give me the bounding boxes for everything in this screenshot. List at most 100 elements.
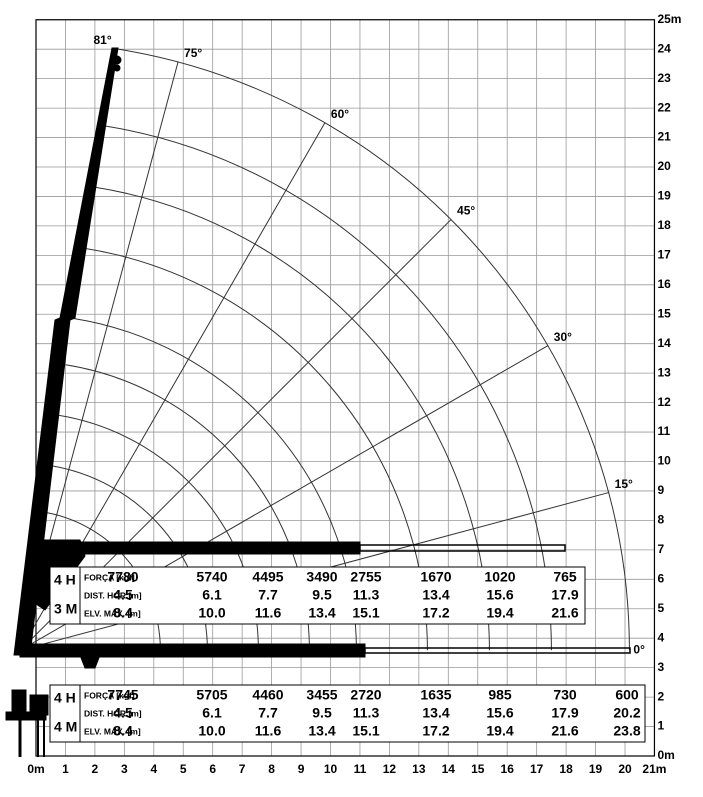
- labels: 0m 1 2 3 4 5 6 7 8 9 10 11 12 13 14 15 16 17 18 19 20 21m0m12…: [27, 12, 681, 776]
- table-value: 7.7: [258, 587, 278, 603]
- table-value: 13.4: [422, 705, 449, 721]
- x-axis-label: 2: [92, 762, 99, 776]
- table-value: 600: [615, 687, 639, 703]
- row-label: ELV. MÁX. [m]: [84, 726, 141, 736]
- side-label: 4 M: [54, 719, 77, 735]
- x-axis-label: 8: [268, 762, 275, 776]
- y-axis-label: 2: [657, 689, 664, 703]
- crane-base: [5, 711, 47, 721]
- x-axis-label: 16: [501, 762, 515, 776]
- table-value: 13.4: [308, 605, 335, 621]
- table-value: 13.4: [422, 587, 449, 603]
- plot-border: [35, 19, 656, 757]
- angle-label: 81°: [94, 33, 112, 47]
- x-axis-label: 1: [62, 762, 69, 776]
- table-value: 11.3: [353, 587, 380, 603]
- table-value: 5740: [196, 569, 227, 585]
- table-value: 15.6: [486, 705, 513, 721]
- y-axis-label: 25m: [657, 12, 681, 26]
- y-axis-label: 16: [657, 277, 671, 291]
- table-value: 11.6: [255, 723, 282, 739]
- table-value: 765: [553, 569, 577, 585]
- table-value: 3455: [306, 687, 337, 703]
- y-axis-label: 24: [657, 41, 671, 55]
- y-axis-label: 12: [657, 395, 671, 409]
- x-axis-label: 13: [412, 762, 426, 776]
- table-value: 6.1: [202, 587, 222, 603]
- table-value: 15.1: [352, 605, 379, 621]
- boom-upper: [79, 541, 361, 555]
- reach-arc: [93, 186, 490, 651]
- x-axis-label: 15: [471, 762, 485, 776]
- table-value: 11.6: [255, 605, 282, 621]
- y-axis-label: 15: [657, 306, 671, 320]
- y-axis-label: 8: [657, 513, 664, 527]
- table-value: 4.5: [113, 705, 133, 721]
- table-value: 5705: [196, 687, 227, 703]
- table-value: 1020: [484, 569, 515, 585]
- table-value: 15.6: [486, 587, 513, 603]
- y-axis-label: 4: [657, 630, 664, 644]
- table-value: 9.5: [312, 705, 332, 721]
- table-value: 21.6: [551, 605, 578, 621]
- table-value: 17.2: [422, 605, 449, 621]
- x-axis-label: 3: [121, 762, 128, 776]
- boom-upper: [359, 544, 566, 552]
- y-axis-label: 0m: [657, 748, 674, 762]
- y-axis-label: 13: [657, 365, 671, 379]
- row-label: FORÇA [kgf]: [84, 690, 135, 700]
- table-value: 19.4: [486, 605, 513, 621]
- y-axis-label: 5: [657, 601, 664, 615]
- x-axis-label: 5: [180, 762, 187, 776]
- reach-arc: [103, 125, 552, 651]
- y-axis-label: 19: [657, 189, 671, 203]
- x-axis-label: 20: [618, 762, 632, 776]
- side-label: 4 H: [54, 572, 76, 588]
- x-axis-label: 10: [324, 762, 338, 776]
- angle-label: 75°: [184, 46, 202, 60]
- y-axis-label: 9: [657, 483, 664, 497]
- x-axis-label: 21m: [642, 762, 666, 776]
- hook: [113, 64, 121, 72]
- side-label: 4 H: [54, 690, 76, 706]
- y-axis-label: 22: [657, 100, 671, 114]
- x-axis-label: 0m: [27, 762, 44, 776]
- y-axis-label: 14: [657, 336, 671, 350]
- table-value: 7780: [107, 569, 138, 585]
- x-axis-label: 19: [589, 762, 603, 776]
- row-label: ELV. MÁX. [m]: [84, 608, 141, 618]
- table-value: 2720: [350, 687, 381, 703]
- crane-boom: [5, 47, 631, 757]
- x-axis-label: 6: [209, 762, 216, 776]
- table-value: 10.0: [198, 605, 225, 621]
- y-axis-label: 6: [657, 571, 664, 585]
- tables: [49, 566, 646, 743]
- x-axis-label: 4: [150, 762, 157, 776]
- row-label: DIST. HOR.[m]: [84, 590, 142, 600]
- angle-label: 30°: [554, 330, 572, 344]
- y-axis-label: 11: [657, 424, 670, 438]
- table-box: [49, 684, 646, 743]
- x-axis-label: 14: [442, 762, 456, 776]
- table-value: 1670: [420, 569, 451, 585]
- table-value: 7745: [107, 687, 138, 703]
- x-axis-label: 18: [559, 762, 573, 776]
- table-value: 11.3: [353, 705, 380, 721]
- table-value: 9.5: [312, 587, 332, 603]
- table-value: 17.9: [551, 587, 578, 603]
- x-axis-label: 7: [239, 762, 246, 776]
- table-value: 21.6: [551, 723, 578, 739]
- table-value: 8.4: [113, 723, 133, 739]
- x-axis-label: 17: [530, 762, 544, 776]
- y-axis-label: 23: [657, 71, 671, 85]
- table-value: 4495: [252, 569, 283, 585]
- table-value: 15.1: [352, 723, 379, 739]
- angle-label: 45°: [457, 204, 475, 218]
- y-axis-label: 1: [657, 719, 664, 733]
- angle-label: 15°: [615, 477, 633, 491]
- table-value: 17.9: [551, 705, 578, 721]
- x-axis-label: 11: [354, 762, 367, 776]
- row-label: DIST. HOR.[m]: [84, 708, 142, 718]
- y-axis-label: 20: [657, 159, 671, 173]
- angle-label: 0°: [633, 642, 645, 656]
